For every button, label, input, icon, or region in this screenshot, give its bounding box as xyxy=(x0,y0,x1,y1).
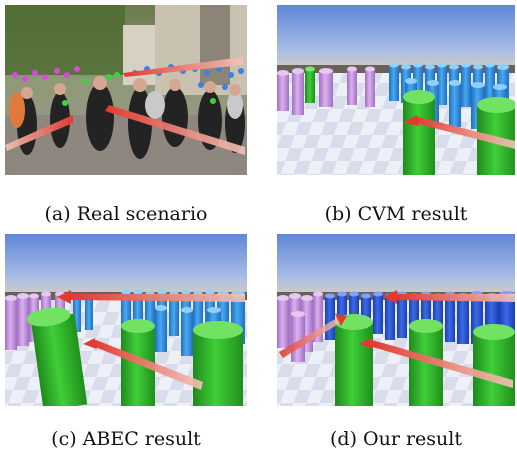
abec-simulation xyxy=(5,234,247,406)
panel-cvm-result xyxy=(277,5,515,175)
caption-abec-result: (c) ABEC result xyxy=(51,428,201,450)
caption-real-scenario: (a) Real scenario xyxy=(44,203,208,225)
panel-abec-result xyxy=(5,234,247,406)
panel-our-result xyxy=(277,234,515,406)
crowd-photo xyxy=(5,5,247,175)
panel-real-scenario xyxy=(5,5,247,175)
cvm-simulation xyxy=(277,5,515,175)
caption-cvm-result: (b) CVM result xyxy=(324,203,468,225)
our-simulation xyxy=(277,234,515,406)
caption-our-result: (d) Our result xyxy=(330,428,462,450)
